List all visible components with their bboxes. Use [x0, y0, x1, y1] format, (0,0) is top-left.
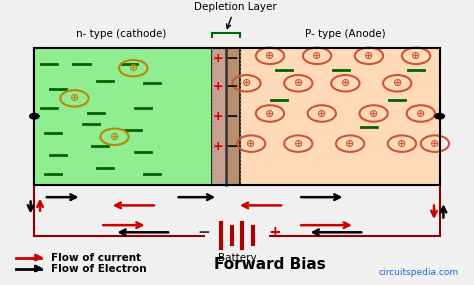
Bar	[211, 48, 226, 185]
Text: ⊕: ⊕	[416, 109, 426, 119]
Text: ⊕: ⊕	[293, 78, 303, 88]
Text: +: +	[212, 52, 223, 65]
Text: n- type (cathode): n- type (cathode)	[76, 29, 167, 39]
Text: ⊕: ⊕	[397, 139, 407, 149]
Text: ⊕: ⊕	[411, 51, 421, 61]
Text: ⊕: ⊕	[246, 139, 256, 149]
Text: ⊕: ⊕	[317, 109, 327, 119]
Bar	[35, 48, 439, 185]
Text: ⊕: ⊕	[341, 78, 350, 88]
Text: ⊕: ⊕	[110, 132, 119, 142]
Circle shape	[30, 113, 39, 119]
Text: ⊕: ⊕	[128, 63, 138, 73]
Text: Forward Bias: Forward Bias	[214, 257, 326, 272]
Text: Flow of Electron: Flow of Electron	[51, 264, 146, 274]
Text: P- type (Anode): P- type (Anode)	[305, 29, 386, 39]
Text: ⊕: ⊕	[70, 93, 79, 103]
Text: ⊕: ⊕	[392, 78, 402, 88]
Text: circuitspedia.com: circuitspedia.com	[378, 268, 458, 277]
Bar	[226, 48, 240, 185]
Text: −: −	[226, 139, 238, 154]
Text: Flow of current: Flow of current	[51, 253, 141, 262]
Text: ⊕: ⊕	[242, 78, 251, 88]
Text: Depletion Layer: Depletion Layer	[194, 2, 276, 28]
Text: ⊕: ⊕	[265, 109, 274, 119]
Text: +: +	[212, 80, 223, 93]
Bar	[35, 48, 211, 185]
Text: ⊕: ⊕	[293, 139, 303, 149]
Text: −: −	[226, 51, 238, 66]
Text: −: −	[198, 225, 210, 240]
Bar	[240, 48, 439, 185]
Text: −: −	[226, 79, 238, 93]
Text: ⊕: ⊕	[312, 51, 322, 61]
Text: ⊕: ⊕	[369, 109, 378, 119]
Text: Battery: Battery	[218, 253, 256, 263]
Text: ⊕: ⊕	[430, 139, 439, 149]
Text: −: −	[226, 109, 238, 124]
Text: +: +	[268, 225, 281, 240]
Circle shape	[435, 113, 444, 119]
Text: +: +	[212, 140, 223, 153]
Text: ⊕: ⊕	[364, 51, 374, 61]
Text: +: +	[212, 110, 223, 123]
Text: ⊕: ⊕	[265, 51, 274, 61]
Text: ⊕: ⊕	[346, 139, 355, 149]
